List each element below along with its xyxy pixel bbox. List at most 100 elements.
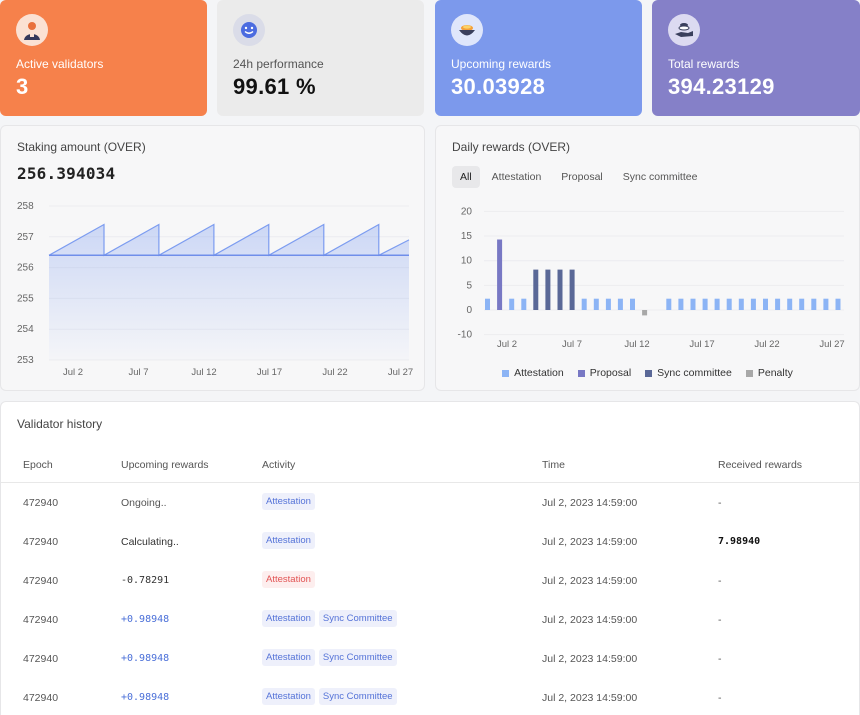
col-received-rewards: Received rewards	[718, 459, 803, 471]
y-tick-label: 255	[17, 293, 34, 304]
bar-attestation	[811, 298, 817, 310]
y-tick-label: 257	[17, 232, 34, 243]
bar-attestation	[605, 298, 611, 310]
bar-attestation	[726, 298, 732, 310]
table-row[interactable]: 472940 Ongoing.. Attestation Jul 2, 2023 14…	[1, 493, 860, 517]
activity-cell: Attestation	[262, 532, 315, 549]
x-tick-label: Jul 22	[322, 367, 347, 378]
y-tick-label: 10	[461, 256, 473, 267]
table-row[interactable]: 472940 +0.98948 Attestation Sync Committee J…	[1, 649, 860, 673]
tab-proposal[interactable]: Proposal	[561, 171, 603, 183]
received-reward-cell: 7.98940	[718, 536, 761, 547]
bar-attestation	[702, 298, 708, 310]
active-validators-card: Active validators 3	[0, 0, 207, 116]
legend-swatch	[502, 369, 510, 377]
staking-value: 256.394034	[17, 164, 116, 183]
received-reward-cell: -	[718, 497, 722, 509]
y-tick-label: 254	[17, 324, 34, 335]
table-row[interactable]: 472940 -0.78291 Attestation Jul 2, 2023 14:…	[1, 571, 860, 595]
legend-item-penalty[interactable]: Penalty	[745, 367, 793, 379]
epoch-cell: 472940	[23, 653, 59, 665]
tab-all[interactable]: All	[452, 166, 480, 188]
y-tick-label: 15	[461, 231, 473, 242]
epoch-cell: 472940	[23, 692, 59, 704]
col-upcoming-rewards: Upcoming rewards	[121, 459, 209, 471]
staking-line	[48, 223, 410, 257]
upcoming-reward-cell: +0.98948	[121, 614, 170, 625]
x-tick-label: Jul 12	[191, 367, 216, 378]
bar-attestation	[678, 298, 684, 310]
legend-label: Penalty	[757, 367, 793, 379]
x-tick-label: Jul 7	[128, 367, 148, 378]
legend-label: Proposal	[589, 367, 632, 379]
validator-avatar-icon	[16, 14, 48, 46]
y-tick-label: 20	[461, 206, 473, 217]
bar-attestation	[630, 298, 635, 310]
x-tick-label: Jul 12	[624, 339, 649, 350]
upcoming-reward-cell: +0.98948	[121, 653, 170, 664]
total-rewards-label: Total rewards	[668, 57, 740, 71]
bar-attestation	[690, 298, 696, 310]
bar-attestation	[799, 298, 805, 310]
bar-sync-committee	[557, 269, 563, 310]
history-title: Validator history	[17, 417, 103, 431]
table-row[interactable]: 472940 +0.98948 Attestation Sync Committee J…	[1, 610, 860, 634]
total-rewards-card: Total rewards 394.23129	[652, 0, 860, 116]
activity-badge: Sync Committee	[318, 649, 397, 666]
time-cell: Jul 2, 2023 14:59:00	[542, 692, 638, 704]
bar-attestation	[714, 298, 720, 310]
activity-badge: Attestation	[262, 571, 315, 588]
bar-attestation	[509, 298, 515, 310]
legend-item-attestation[interactable]: Attestation	[502, 367, 564, 379]
x-tick-label: Jul 2	[63, 367, 83, 378]
table-row[interactable]: 472940 Calculating.. Attestation Jul 2, 202…	[1, 532, 860, 556]
staking-amount-panel: Staking amount (OVER) 256.394034 258 257 2…	[0, 125, 425, 391]
performance-value: 99.61 %	[233, 74, 316, 99]
tab-attestation[interactable]: Attestation	[491, 171, 542, 183]
total-rewards-value: 394.23129	[668, 74, 775, 99]
tab-sync-committee[interactable]: Sync committee	[622, 171, 698, 183]
staking-area	[49, 224, 409, 360]
activity-cell: Attestation	[262, 571, 315, 588]
bar-attestation	[593, 298, 599, 310]
legend-item-proposal[interactable]: Proposal	[577, 367, 632, 379]
daily-rewards-chart: 20 15 10 5 0 -10 Jul 2 Jul 7 Jul 12 Jul 17 Jul 22 J…	[458, 206, 845, 350]
y-tick-label: 253	[17, 355, 34, 366]
activity-badge: Sync Committee	[318, 688, 397, 705]
received-reward-cell: -	[718, 614, 722, 626]
bar-sync-committee	[533, 269, 539, 310]
bar-attestation	[763, 298, 768, 310]
y-tick-label: 256	[17, 263, 34, 274]
y-tick-label: 5	[466, 280, 472, 291]
bar-proposal	[497, 239, 503, 310]
activity-badge: Attestation	[262, 493, 315, 510]
x-tick-label: Jul 17	[689, 339, 714, 350]
activity-cell: Attestation Sync Committee	[262, 688, 397, 705]
epoch-cell: 472940	[23, 614, 59, 626]
legend-swatch	[577, 369, 585, 377]
time-cell: Jul 2, 2023 14:59:00	[542, 497, 638, 509]
bar-attestation	[750, 298, 756, 310]
header-divider	[1, 482, 860, 483]
upcoming-reward-cell: Ongoing..	[121, 497, 167, 509]
upcoming-reward-cell: -0.78291	[121, 575, 170, 586]
bar-attestation	[823, 298, 829, 310]
bar-sync-committee	[569, 269, 575, 310]
epoch-cell: 472940	[23, 575, 59, 587]
legend-swatch	[645, 369, 653, 377]
table-row[interactable]: 472940 +0.98948 Attestation Sync Committee J…	[1, 688, 860, 712]
y-tick-label: 0	[466, 305, 472, 316]
epoch-cell: 472940	[23, 497, 59, 509]
bar-sync-committee	[545, 269, 551, 310]
legend-item-sync-committee[interactable]: Sync committee	[645, 367, 732, 379]
activity-badge: Attestation	[262, 688, 315, 705]
smiley-icon	[233, 14, 265, 46]
y-tick-label: 258	[17, 201, 34, 212]
coin-hand-icon	[668, 14, 700, 46]
upcoming-rewards-value: 30.03928	[451, 74, 546, 99]
upcoming-reward-cell: +0.98948	[121, 692, 170, 703]
activity-badge: Sync Committee	[318, 610, 397, 627]
x-tick-label: Jul 2	[497, 339, 517, 350]
legend-swatch	[745, 369, 753, 377]
col-epoch: Epoch	[23, 459, 53, 471]
